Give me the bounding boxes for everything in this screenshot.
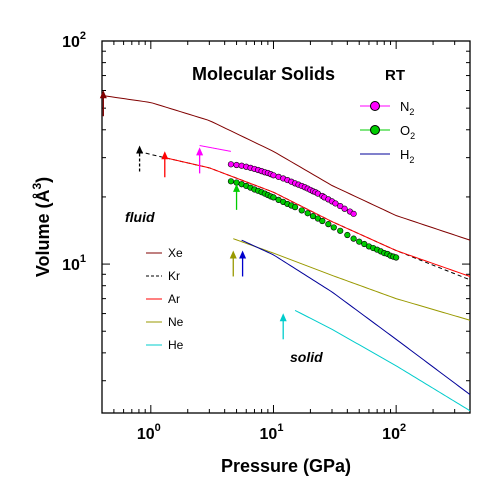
region-label-fluid: fluid <box>125 209 155 225</box>
data-point-o2 <box>344 231 351 239</box>
series-markers <box>227 161 400 261</box>
series-line-ne <box>233 238 471 321</box>
data-point-o2 <box>319 217 326 225</box>
series-line-h2 <box>241 239 471 395</box>
series-curves <box>101 94 471 412</box>
transition-arrow-o2 <box>233 183 241 210</box>
legend-label: H2 <box>400 147 414 165</box>
x-tick-label: 101 <box>260 422 284 443</box>
x-tick-label-base: 10 <box>260 426 278 443</box>
y-tick-label-exponent: 2 <box>80 30 86 42</box>
legend-label: Kr <box>168 269 180 283</box>
data-point-o2 <box>291 204 299 211</box>
y-tick-label-base: 10 <box>62 34 80 51</box>
chart-title: Molecular Solids <box>192 64 335 84</box>
transition-arrow-ne <box>229 250 237 277</box>
data-point-o2 <box>309 213 317 220</box>
data-point-o2 <box>393 254 400 261</box>
data-point-o2 <box>298 207 305 214</box>
data-point-n2 <box>341 205 348 212</box>
x-axis-label: Pressure (GPa) <box>221 456 351 476</box>
x-tick-label: 100 <box>137 422 161 443</box>
legend-label: N2 <box>400 99 414 117</box>
data-point-o2 <box>270 194 277 201</box>
legend-label-subscript: 2 <box>410 131 415 141</box>
transition-arrow-h2 <box>239 250 247 277</box>
data-point-o2 <box>337 227 344 234</box>
data-point-n2 <box>337 202 344 210</box>
series-line-ar <box>164 157 471 277</box>
data-point-o2 <box>325 221 332 228</box>
arrow-head <box>239 250 247 259</box>
legend-label-base: H <box>400 147 409 162</box>
x-tick-label: 102 <box>382 422 406 443</box>
transition-arrow-he <box>279 313 287 340</box>
series-line-xe <box>101 94 471 241</box>
region-label-solid: solid <box>290 349 323 365</box>
data-point-n2 <box>227 161 235 168</box>
data-point-o2 <box>350 235 357 242</box>
data-point-o2 <box>227 178 235 185</box>
data-point-n2 <box>332 200 339 207</box>
y-tick-label: 102 <box>62 30 86 51</box>
plot-frame <box>101 40 471 414</box>
legend-label-subscript: 2 <box>409 155 414 165</box>
legend-label: Ne <box>168 315 184 329</box>
legend-marker <box>370 125 380 135</box>
data-point-n2 <box>350 210 357 217</box>
arrow-head <box>279 313 287 322</box>
data-point-n2 <box>270 172 277 179</box>
arrow-head <box>229 250 237 259</box>
y-axis-label: Volume (Å3) <box>30 177 53 277</box>
y-tick-label-exponent: 1 <box>80 253 86 265</box>
y-tick-label: 101 <box>62 253 86 274</box>
x-tick-label-exponent: 1 <box>277 422 283 434</box>
transition-arrow-xe <box>99 90 107 117</box>
y-axis-label-exponent: 3 <box>30 183 44 190</box>
series-line-he <box>294 309 471 412</box>
transition-arrows <box>99 90 287 340</box>
arrow-head <box>136 145 144 154</box>
legend-label: He <box>168 338 184 352</box>
x-tick-label-base: 10 <box>382 426 400 443</box>
legend-label-base: N <box>400 99 409 114</box>
data-point-o2 <box>356 238 363 245</box>
chart-title-tag: RT <box>385 67 405 84</box>
legend-label-subscript: 2 <box>409 107 414 117</box>
x-tick-label-exponent: 2 <box>400 422 406 434</box>
legend-marker <box>370 101 380 111</box>
y-axis-label-main: Volume (Å <box>33 190 53 278</box>
arrow-head <box>161 151 169 160</box>
arrow-head <box>233 183 241 192</box>
y-axis-label-close: ) <box>33 177 53 183</box>
legend-label-base: O <box>400 123 410 138</box>
legend-label: O2 <box>400 123 415 141</box>
y-tick-label-base: 10 <box>62 257 80 274</box>
series-line-n2-fluid <box>199 145 232 152</box>
legend-label: Ar <box>168 292 180 306</box>
transition-arrow-ar <box>161 151 169 178</box>
legend-rare-gases: Xe Kr Ar Ne He <box>146 246 184 352</box>
arrow-head <box>99 90 107 99</box>
x-tick-label-exponent: 0 <box>155 422 161 434</box>
arrow-head <box>196 147 204 156</box>
data-point-o2 <box>304 210 311 217</box>
legend-label: Xe <box>168 246 183 260</box>
transition-arrow-kr <box>136 145 144 172</box>
data-point-n2 <box>233 161 240 169</box>
series-line-kr <box>138 150 471 281</box>
transition-arrow-n2 <box>196 147 204 174</box>
data-point-o2 <box>330 224 337 231</box>
x-tick-label-base: 10 <box>137 426 155 443</box>
